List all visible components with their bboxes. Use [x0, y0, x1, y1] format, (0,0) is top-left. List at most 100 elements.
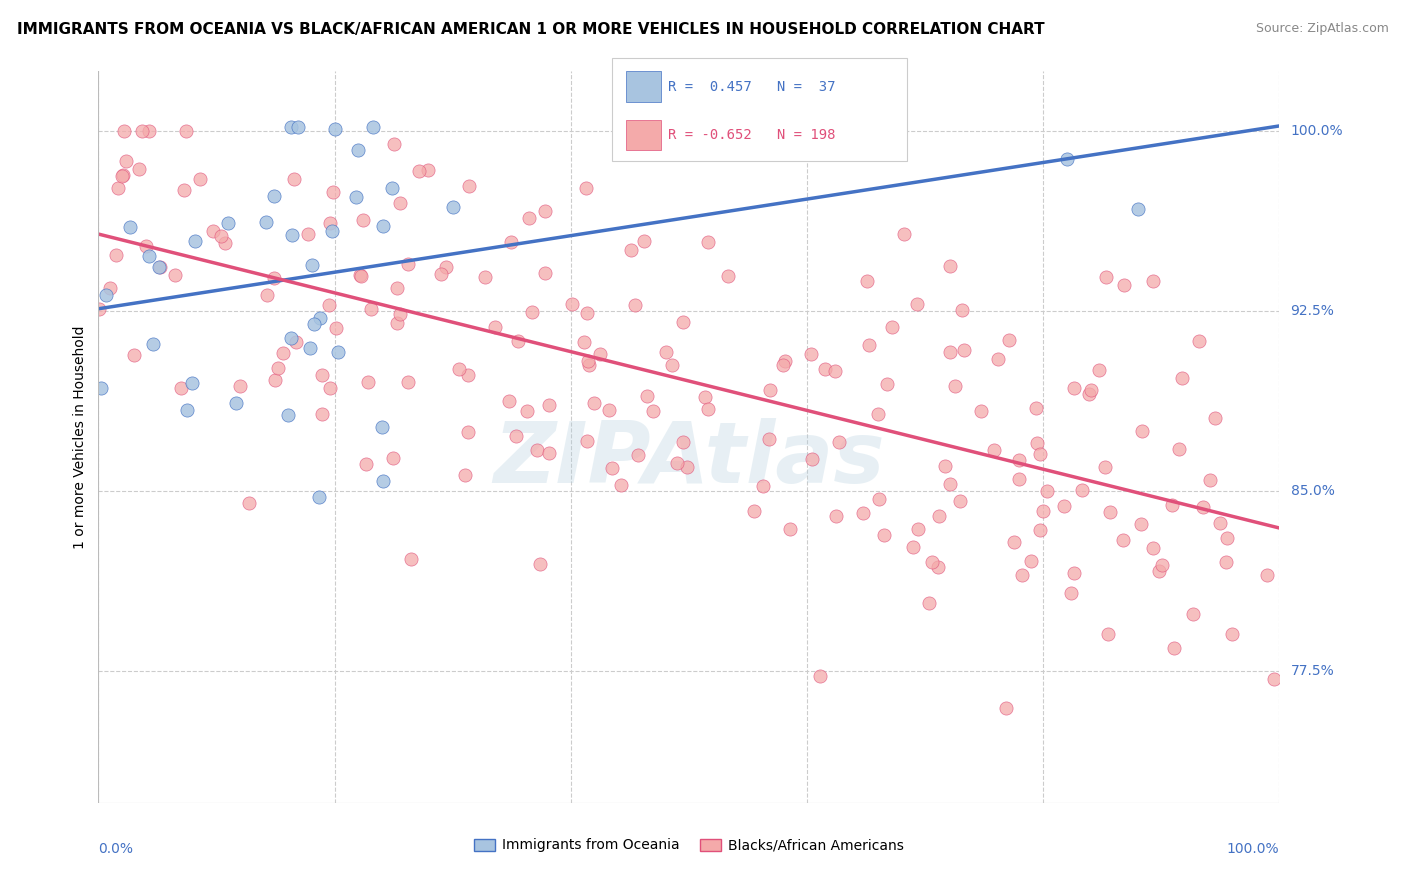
Point	[1204, 411, 1226, 425]
Point	[1142, 541, 1164, 556]
Point	[373, 474, 395, 488]
Point	[1112, 278, 1135, 293]
Point	[301, 258, 323, 272]
Point	[1256, 567, 1278, 582]
Point	[217, 216, 239, 230]
Point	[105, 248, 128, 262]
Point	[1011, 568, 1033, 582]
Point	[176, 403, 198, 417]
Point	[381, 181, 404, 195]
Point	[149, 260, 172, 274]
Point	[371, 420, 394, 434]
Point	[308, 311, 330, 326]
Point	[128, 162, 150, 177]
Point	[344, 189, 367, 203]
Point	[1216, 532, 1239, 546]
Point	[921, 555, 943, 569]
Text: 0.0%: 0.0%	[98, 842, 134, 855]
Point	[1036, 483, 1059, 498]
Point	[953, 343, 976, 358]
Point	[1002, 534, 1025, 549]
Point	[1063, 566, 1085, 581]
Point	[672, 315, 695, 329]
Point	[737, 120, 759, 135]
Point	[396, 257, 419, 271]
Point	[534, 267, 557, 281]
Point	[118, 220, 141, 235]
Point	[529, 558, 551, 572]
Point	[1029, 523, 1052, 537]
Point	[641, 124, 664, 138]
Point	[202, 224, 225, 238]
Point	[717, 269, 740, 284]
Point	[263, 271, 285, 285]
Point	[396, 375, 419, 389]
Point	[454, 468, 477, 483]
Point	[575, 181, 598, 195]
Point	[474, 269, 496, 284]
Point	[814, 362, 837, 376]
Point	[641, 404, 664, 418]
Point	[998, 333, 1021, 347]
Point	[636, 389, 658, 403]
Point	[277, 409, 299, 423]
Point	[1025, 436, 1047, 450]
Point	[357, 375, 380, 389]
Point	[281, 228, 304, 243]
Point	[808, 669, 831, 683]
Point	[928, 509, 950, 524]
Point	[430, 267, 453, 281]
Point	[905, 296, 928, 310]
Point	[318, 298, 340, 312]
Point	[1095, 270, 1118, 285]
Point	[209, 228, 232, 243]
Point	[693, 390, 716, 404]
Point	[347, 143, 370, 157]
Point	[1199, 473, 1222, 487]
Text: IMMIGRANTS FROM OCEANIA VS BLACK/AFRICAN AMERICAN 1 OR MORE VEHICLES IN HOUSEHOL: IMMIGRANTS FROM OCEANIA VS BLACK/AFRICAN…	[17, 22, 1045, 37]
Point	[256, 288, 278, 302]
Point	[449, 361, 471, 376]
Point	[458, 178, 481, 193]
Point	[87, 301, 110, 316]
Point	[1078, 386, 1101, 401]
Point	[1130, 424, 1153, 438]
Point	[758, 432, 780, 446]
Point	[254, 215, 277, 229]
Point	[696, 235, 718, 249]
Point	[1192, 500, 1215, 515]
Point	[350, 269, 373, 284]
Point	[1263, 673, 1285, 687]
Point	[1220, 626, 1243, 640]
Point	[534, 203, 557, 218]
Point	[100, 281, 122, 295]
Point	[408, 164, 430, 178]
Point	[661, 358, 683, 372]
Point	[498, 394, 520, 409]
Point	[1008, 472, 1031, 486]
Point	[499, 235, 522, 250]
Point	[893, 227, 915, 241]
Point	[389, 307, 412, 321]
Point	[311, 368, 333, 382]
Point	[1215, 556, 1237, 570]
Point	[457, 368, 479, 382]
Legend: Immigrants from Oceania, Blacks/African Americans: Immigrants from Oceania, Blacks/African …	[468, 833, 910, 858]
Point	[271, 346, 294, 360]
Point	[280, 331, 302, 345]
Point	[385, 316, 408, 330]
Text: R = -0.652   N = 198: R = -0.652 N = 198	[668, 128, 835, 142]
Point	[526, 442, 548, 457]
Point	[665, 456, 688, 470]
Text: ZIPAtlas: ZIPAtlas	[494, 417, 884, 500]
Point	[299, 342, 322, 356]
Point	[561, 297, 583, 311]
Point	[876, 376, 898, 391]
Point	[1209, 516, 1232, 530]
Point	[927, 560, 949, 574]
Point	[107, 180, 129, 194]
Point	[939, 345, 962, 359]
Point	[517, 211, 540, 226]
Point	[505, 428, 527, 442]
Point	[287, 120, 309, 135]
